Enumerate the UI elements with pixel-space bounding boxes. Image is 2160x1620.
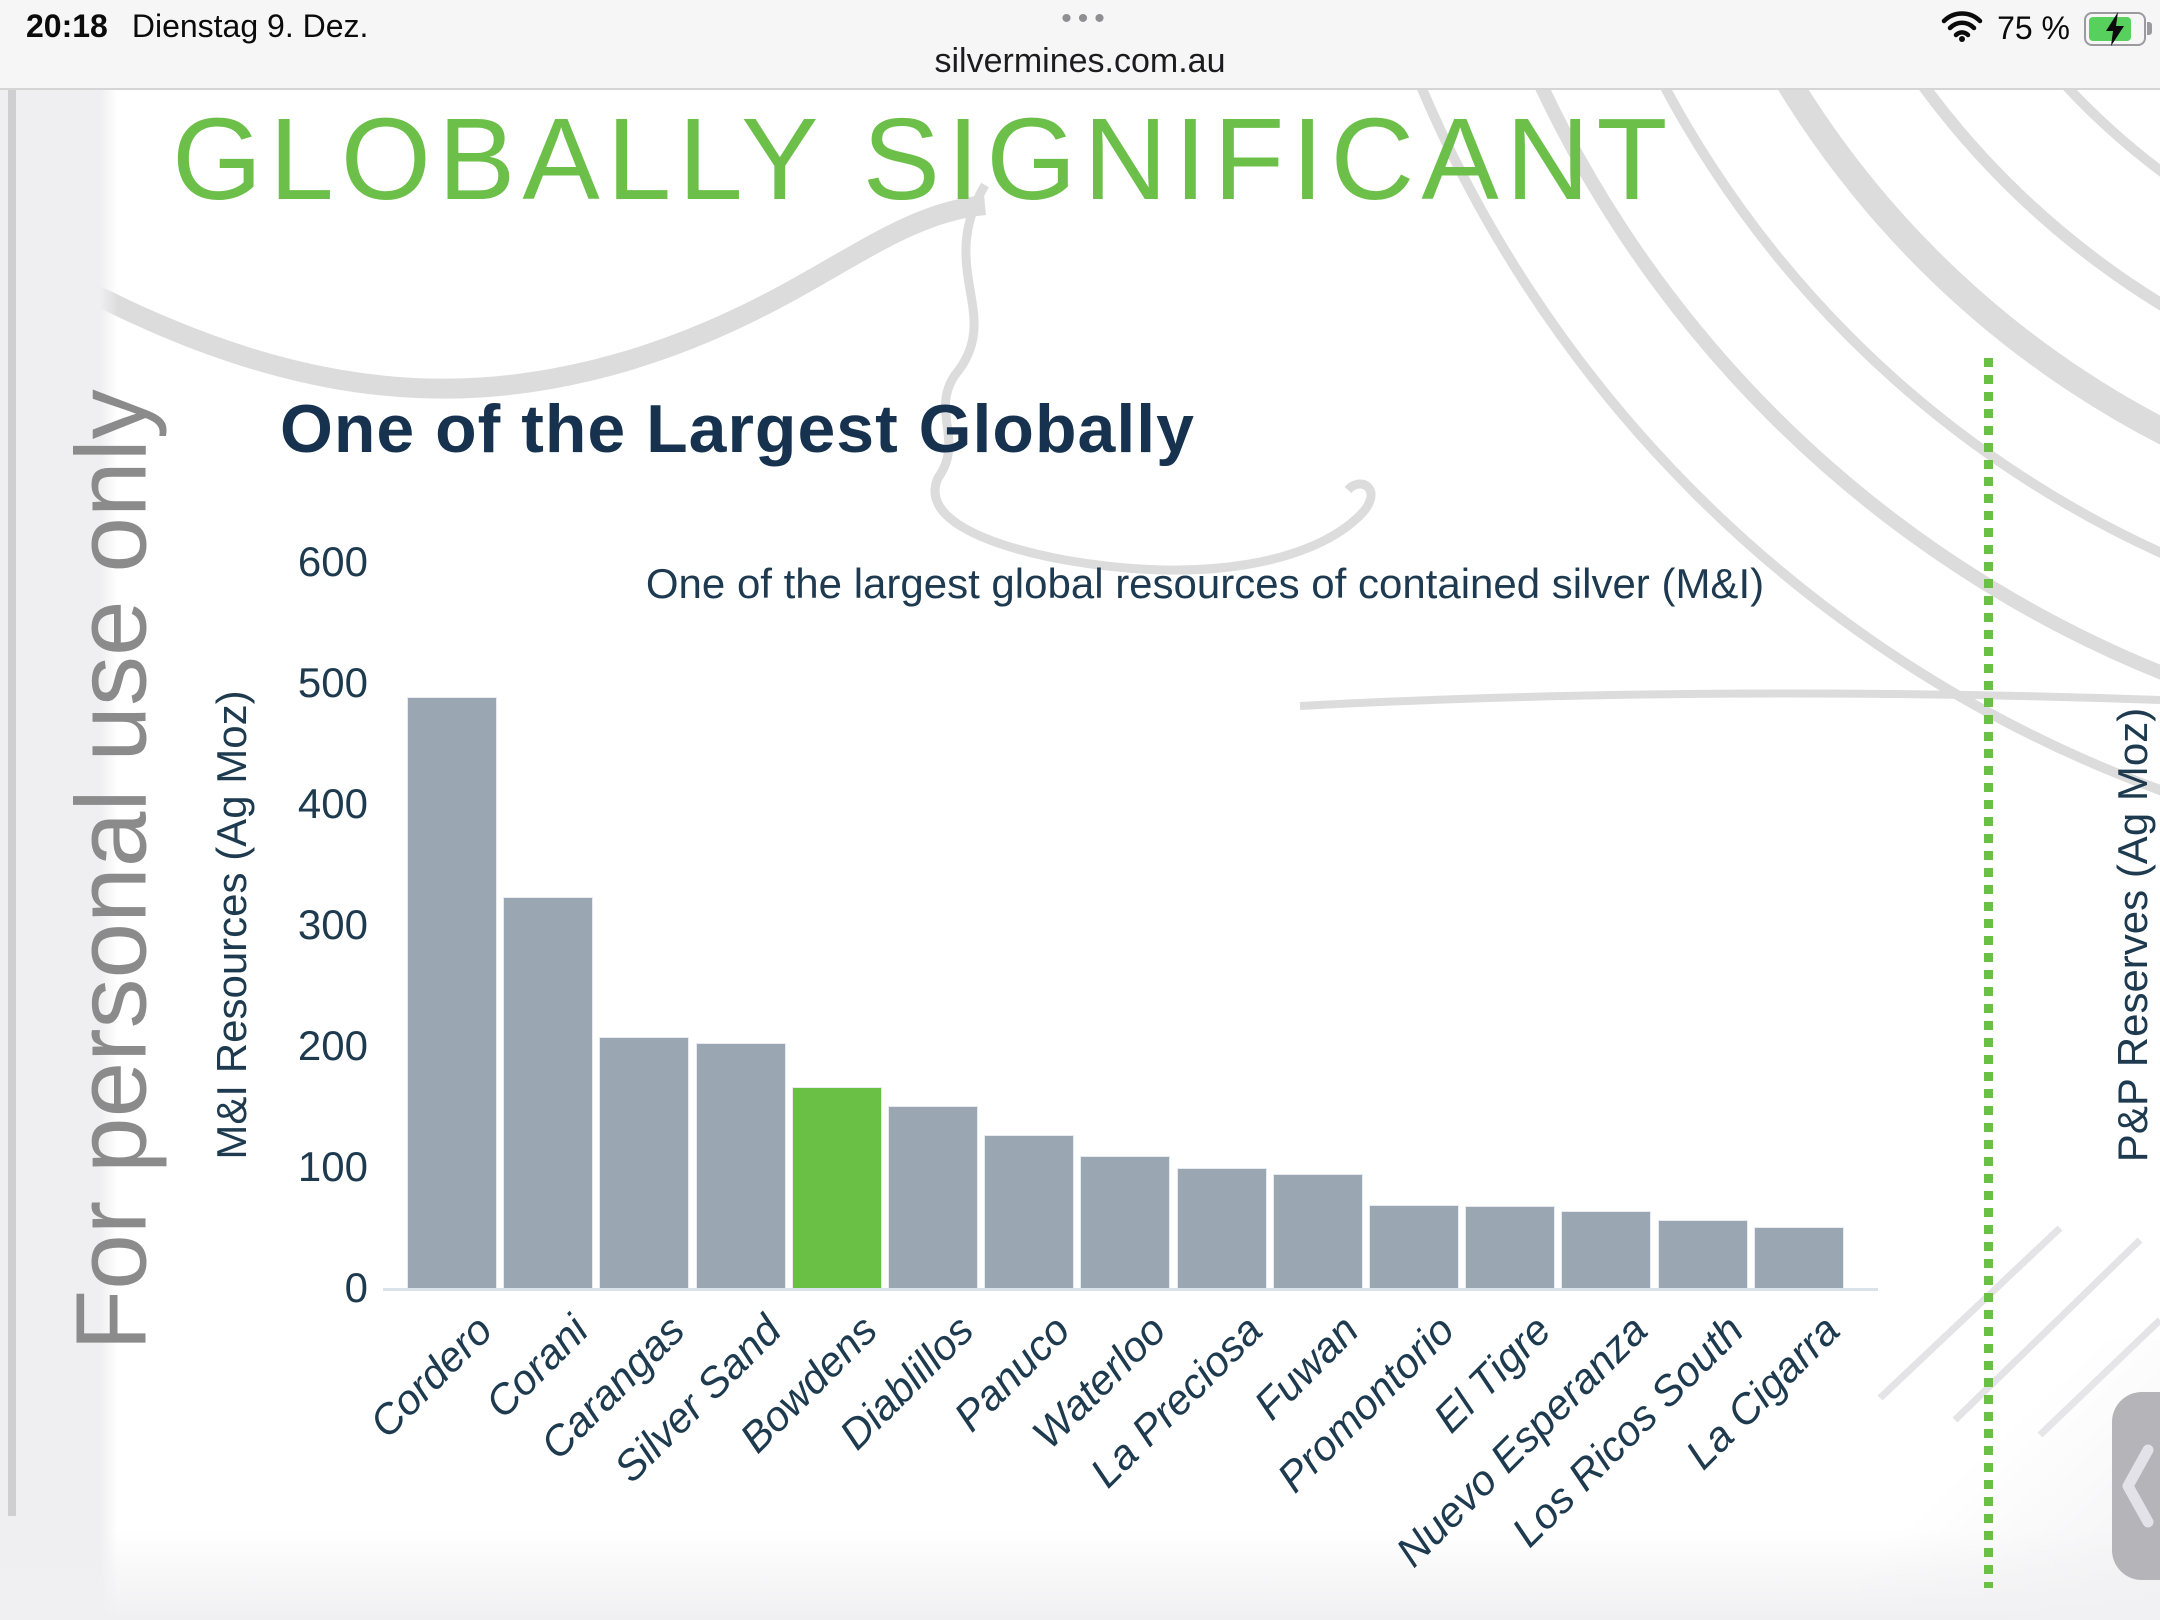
x-axis-line	[383, 1288, 1878, 1291]
page-heading: One of the Largest Globally	[280, 391, 1195, 467]
y-tick-500: 500	[297, 659, 368, 706]
slide-title: GLOBALLY SIGNIFICANT	[172, 94, 1675, 224]
y-tick-600: 600	[297, 538, 368, 585]
bar-corani	[503, 897, 594, 1289]
bar-la-cigarra	[1753, 1226, 1844, 1289]
y-tick-200: 200	[297, 1022, 368, 1069]
bar-fuwan	[1272, 1174, 1363, 1289]
chart-title: One of the largest global resources of c…	[645, 560, 1765, 607]
y-tick-100: 100	[297, 1143, 368, 1190]
y-tick-0: 0	[344, 1264, 368, 1311]
bar-promontorio	[1369, 1204, 1459, 1289]
status-bar-left: 20:18 Dienstag 9. Dez.	[26, 8, 368, 45]
watermark-for-personal-use: For personal use only	[55, 389, 168, 1351]
chevron-left-icon	[2122, 1444, 2154, 1528]
bar-waterloo	[1080, 1156, 1171, 1289]
battery-percent-label: 75 %	[1997, 10, 2070, 46]
battery-charging-icon	[2084, 11, 2152, 46]
next-chart-y-axis-label: P&P Reserves (Ag Moz)	[2109, 707, 2156, 1163]
browser-chrome	[0, 0, 2160, 90]
page-left-margin	[0, 90, 118, 1620]
bar-diablillos	[888, 1105, 978, 1289]
bar-panuco	[984, 1134, 1075, 1289]
bar-el-tigre	[1465, 1205, 1556, 1289]
clock: 20:18	[26, 8, 108, 44]
y-tick-400: 400	[297, 780, 368, 827]
y-tick-300: 300	[297, 901, 368, 948]
corner-fade	[1860, 1340, 2160, 1620]
status-bar-right: 75 %	[1941, 10, 2152, 47]
bar-carangas	[599, 1036, 690, 1289]
green-dotted-divider	[1984, 358, 1993, 1588]
tab-overview-dots[interactable]: •••	[1061, 2, 1111, 35]
y-axis-title: M&I Resources (Ag Moz)	[208, 690, 255, 1160]
bar-silver-sand	[695, 1042, 786, 1289]
bar-los-ricos-south	[1657, 1220, 1748, 1289]
page-edge-line	[8, 90, 16, 1516]
bar-nuevo-esperanza	[1561, 1210, 1652, 1289]
bottom-fade	[0, 1530, 2160, 1620]
wifi-icon	[1941, 10, 1983, 47]
date-label: Dienstag 9. Dez.	[131, 8, 369, 44]
bar-cordero	[407, 696, 497, 1289]
address-bar[interactable]: silvermines.com.au	[934, 42, 1226, 80]
bar-bowdens	[791, 1087, 882, 1289]
side-panel-tab[interactable]	[2112, 1392, 2160, 1580]
bar-la-preciosa	[1176, 1168, 1267, 1289]
page-top-divider	[0, 88, 2160, 90]
